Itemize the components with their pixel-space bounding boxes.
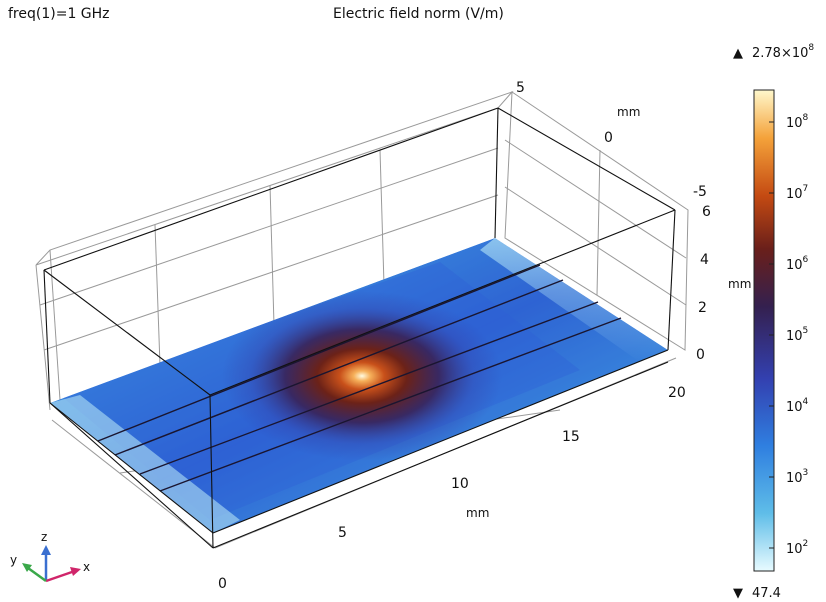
triad-y-arrow-icon bbox=[22, 563, 32, 572]
z-axis-ticks: 6 4 mm 2 0 bbox=[696, 204, 751, 363]
x-tick-10: 10 bbox=[451, 476, 469, 492]
plot-title: Electric field norm (V/m) bbox=[333, 6, 504, 22]
axis-triad: z x y bbox=[10, 530, 90, 583]
z-tick-0: 0 bbox=[696, 347, 705, 363]
triad-x-arrow-icon bbox=[70, 567, 81, 576]
colorbar: ▲ 2.78×108 108 107 106 105 104 103 102 ▼… bbox=[733, 43, 814, 601]
colorbar-tick-1e5: 105 bbox=[786, 326, 808, 344]
strip-lines bbox=[97, 264, 622, 492]
z-tick-6: 6 bbox=[702, 204, 711, 220]
triad-x-label: x bbox=[83, 560, 90, 574]
colorbar-tick-1e8: 108 bbox=[786, 113, 809, 131]
y-axis-ticks: 5 mm 0 -5 bbox=[516, 80, 707, 200]
parameter-label: freq(1)=1 GHz bbox=[8, 6, 110, 22]
y-tick-neg5: -5 bbox=[693, 184, 707, 200]
triad-y-axis bbox=[27, 566, 47, 583]
colorbar-max-label: 2.78×108 bbox=[752, 43, 814, 61]
colorbar-min-marker: ▼ bbox=[733, 586, 743, 601]
colorbar-tick-1e2: 102 bbox=[786, 539, 808, 557]
x-tick-15: 15 bbox=[562, 429, 580, 445]
x-tick-20: 20 bbox=[668, 385, 686, 401]
x-axis-ticks: 0 5 10 15 20 mm bbox=[218, 385, 686, 592]
z-tick-2: 2 bbox=[698, 300, 707, 316]
colorbar-tick-1e7: 107 bbox=[786, 184, 808, 202]
x-tick-5: 5 bbox=[338, 525, 347, 541]
colorbar-gradient bbox=[753, 89, 775, 572]
triad-z-label: z bbox=[41, 530, 47, 544]
z-tick-4: 4 bbox=[700, 252, 709, 268]
y-axis-unit: mm bbox=[617, 105, 640, 119]
y-tick-5: 5 bbox=[516, 80, 525, 96]
triad-z-arrow-icon bbox=[41, 545, 51, 555]
colorbar-min-label: 47.4 bbox=[752, 586, 781, 601]
colorbar-tick-1e4: 104 bbox=[786, 397, 809, 415]
bounding-box bbox=[43, 107, 676, 549]
z-axis-unit: mm bbox=[728, 277, 751, 291]
colorbar-max-marker: ▲ bbox=[733, 46, 743, 61]
triad-x-axis bbox=[45, 570, 73, 583]
x-tick-0: 0 bbox=[218, 576, 227, 592]
colorbar-tick-1e3: 103 bbox=[786, 468, 808, 486]
triad-y-label: y bbox=[10, 553, 17, 567]
x-axis-unit: mm bbox=[466, 506, 489, 520]
y-tick-0: 0 bbox=[604, 130, 613, 146]
colorbar-tick-1e6: 106 bbox=[786, 255, 809, 273]
